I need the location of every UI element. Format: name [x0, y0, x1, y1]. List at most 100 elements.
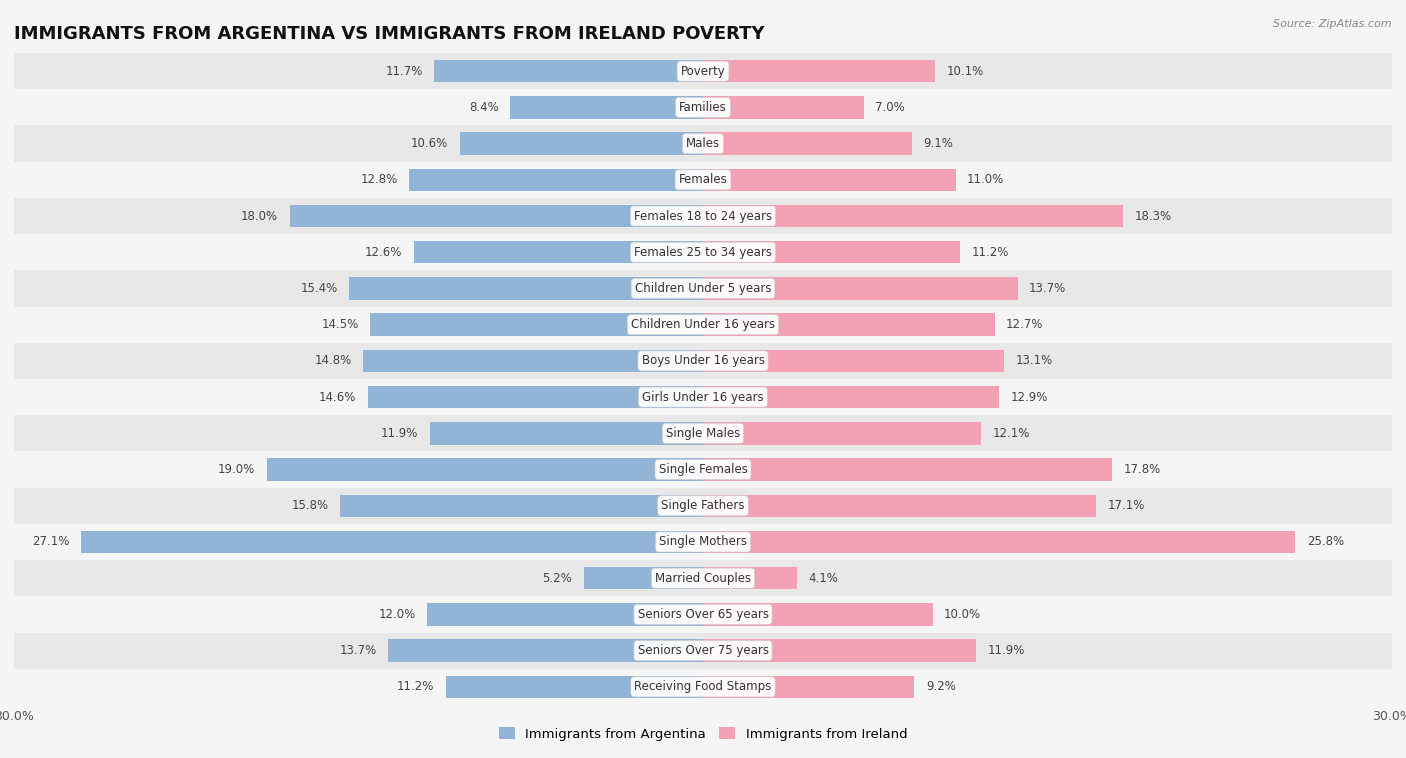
Bar	[703, 241, 960, 264]
Bar	[446, 675, 703, 698]
Bar	[267, 459, 703, 481]
Bar	[510, 96, 703, 118]
Bar	[703, 640, 976, 662]
Text: 4.1%: 4.1%	[808, 572, 838, 584]
Bar	[14, 452, 1392, 487]
Bar	[703, 386, 1000, 409]
Text: 8.4%: 8.4%	[468, 101, 499, 114]
Text: 9.2%: 9.2%	[925, 681, 956, 694]
Text: 14.8%: 14.8%	[315, 355, 352, 368]
Bar	[14, 198, 1392, 234]
Bar	[703, 168, 956, 191]
Bar	[703, 314, 994, 336]
Text: Children Under 16 years: Children Under 16 years	[631, 318, 775, 331]
Bar	[368, 386, 703, 409]
Bar	[14, 89, 1392, 126]
Text: 10.1%: 10.1%	[946, 64, 984, 77]
Text: 11.2%: 11.2%	[396, 681, 434, 694]
Text: Source: ZipAtlas.com: Source: ZipAtlas.com	[1274, 19, 1392, 29]
Bar	[434, 60, 703, 83]
Text: Seniors Over 65 years: Seniors Over 65 years	[637, 608, 769, 621]
Text: Receiving Food Stamps: Receiving Food Stamps	[634, 681, 772, 694]
Text: 12.6%: 12.6%	[364, 246, 402, 258]
Text: 11.9%: 11.9%	[988, 644, 1025, 657]
Bar	[703, 60, 935, 83]
Text: 11.7%: 11.7%	[385, 64, 423, 77]
Text: 10.0%: 10.0%	[945, 608, 981, 621]
Bar	[703, 133, 912, 155]
Text: Single Mothers: Single Mothers	[659, 535, 747, 549]
Text: 7.0%: 7.0%	[875, 101, 905, 114]
Bar	[14, 379, 1392, 415]
Text: 11.9%: 11.9%	[381, 427, 418, 440]
Bar	[14, 487, 1392, 524]
Bar	[14, 343, 1392, 379]
Text: 17.1%: 17.1%	[1107, 500, 1144, 512]
Bar	[430, 422, 703, 444]
Bar	[14, 306, 1392, 343]
Text: Females 18 to 24 years: Females 18 to 24 years	[634, 209, 772, 223]
Text: Single Males: Single Males	[666, 427, 740, 440]
Text: 10.6%: 10.6%	[411, 137, 449, 150]
Text: 9.1%: 9.1%	[924, 137, 953, 150]
Text: 12.1%: 12.1%	[993, 427, 1029, 440]
Text: Females: Females	[679, 174, 727, 186]
Text: 11.0%: 11.0%	[967, 174, 1004, 186]
Bar	[14, 53, 1392, 89]
Bar	[427, 603, 703, 625]
Bar	[14, 415, 1392, 452]
Bar	[290, 205, 703, 227]
Text: 25.8%: 25.8%	[1308, 535, 1344, 549]
Text: Families: Families	[679, 101, 727, 114]
Text: 15.4%: 15.4%	[301, 282, 337, 295]
Text: 14.6%: 14.6%	[319, 390, 356, 403]
Bar	[703, 675, 914, 698]
Bar	[703, 531, 1295, 553]
Bar	[14, 161, 1392, 198]
Bar	[388, 640, 703, 662]
Text: 18.3%: 18.3%	[1135, 209, 1171, 223]
Bar	[14, 560, 1392, 597]
Text: 15.8%: 15.8%	[291, 500, 329, 512]
Text: 18.0%: 18.0%	[240, 209, 278, 223]
Text: 17.8%: 17.8%	[1123, 463, 1160, 476]
Bar	[14, 126, 1392, 161]
Bar	[80, 531, 703, 553]
Text: 12.0%: 12.0%	[378, 608, 416, 621]
Bar	[363, 349, 703, 372]
Bar	[14, 597, 1392, 632]
Text: Females 25 to 34 years: Females 25 to 34 years	[634, 246, 772, 258]
Bar	[14, 271, 1392, 306]
Text: Poverty: Poverty	[681, 64, 725, 77]
Text: Boys Under 16 years: Boys Under 16 years	[641, 355, 765, 368]
Bar	[370, 314, 703, 336]
Bar	[703, 349, 1004, 372]
Text: 11.2%: 11.2%	[972, 246, 1010, 258]
Text: 13.7%: 13.7%	[340, 644, 377, 657]
Bar	[583, 567, 703, 590]
Bar	[703, 205, 1123, 227]
Text: 5.2%: 5.2%	[543, 572, 572, 584]
Legend: Immigrants from Argentina, Immigrants from Ireland: Immigrants from Argentina, Immigrants fr…	[499, 727, 907, 741]
Text: 19.0%: 19.0%	[218, 463, 256, 476]
Text: 14.5%: 14.5%	[322, 318, 359, 331]
Text: Single Females: Single Females	[658, 463, 748, 476]
Bar	[14, 669, 1392, 705]
Bar	[14, 234, 1392, 271]
Bar	[703, 603, 932, 625]
Text: Married Couples: Married Couples	[655, 572, 751, 584]
Bar	[413, 241, 703, 264]
Bar	[703, 96, 863, 118]
Text: 12.7%: 12.7%	[1007, 318, 1043, 331]
Text: Seniors Over 75 years: Seniors Over 75 years	[637, 644, 769, 657]
Text: 13.7%: 13.7%	[1029, 282, 1066, 295]
Bar	[703, 494, 1095, 517]
Text: 12.8%: 12.8%	[360, 174, 398, 186]
Text: Children Under 5 years: Children Under 5 years	[634, 282, 772, 295]
Text: 12.9%: 12.9%	[1011, 390, 1047, 403]
Text: 27.1%: 27.1%	[32, 535, 69, 549]
Text: Males: Males	[686, 137, 720, 150]
Bar	[14, 524, 1392, 560]
Bar	[703, 459, 1112, 481]
Text: 13.1%: 13.1%	[1015, 355, 1053, 368]
